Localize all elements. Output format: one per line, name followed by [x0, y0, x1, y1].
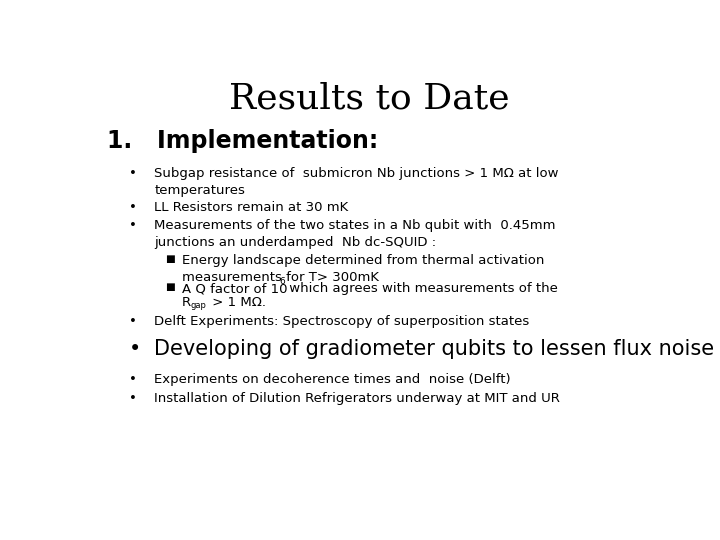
Text: •: •	[129, 373, 137, 386]
Text: •: •	[129, 167, 137, 180]
Text: Results to Date: Results to Date	[229, 82, 509, 116]
Text: which agrees with measurements of the: which agrees with measurements of the	[285, 282, 558, 295]
Text: Subgap resistance of  submicron Nb junctions > 1 MΩ at low
temperatures: Subgap resistance of submicron Nb juncti…	[154, 167, 559, 197]
Text: R: R	[182, 296, 192, 309]
Text: 6: 6	[279, 277, 285, 286]
Text: Experiments on decoherence times and  noise (Delft): Experiments on decoherence times and noi…	[154, 373, 510, 386]
Text: Measurements of the two states in a Nb qubit with  0.45mm
junctions an underdamp: Measurements of the two states in a Nb q…	[154, 219, 556, 248]
Text: LL Resistors remain at 30 mK: LL Resistors remain at 30 mK	[154, 201, 348, 214]
Text: •: •	[129, 315, 137, 328]
Text: •: •	[129, 201, 137, 214]
Text: 1.   Implementation:: 1. Implementation:	[107, 129, 378, 153]
Text: •: •	[129, 219, 137, 232]
Text: Installation of Dilution Refrigerators underway at MIT and UR: Installation of Dilution Refrigerators u…	[154, 392, 560, 405]
Text: Developing of gradiometer qubits to lessen flux noise: Developing of gradiometer qubits to less…	[154, 339, 714, 359]
Text: •: •	[129, 339, 141, 359]
Text: Delft Experiments: Spectroscopy of superposition states: Delft Experiments: Spectroscopy of super…	[154, 315, 529, 328]
Text: ■: ■	[166, 282, 175, 292]
Text: gap: gap	[191, 301, 207, 309]
Text: > 1 MΩ.: > 1 MΩ.	[208, 296, 266, 309]
Text: A Q factor of 10: A Q factor of 10	[182, 282, 287, 295]
Text: •: •	[129, 392, 137, 405]
Text: ■: ■	[166, 254, 175, 264]
Text: Energy landscape determined from thermal activation
measurements for T> 300mK: Energy landscape determined from thermal…	[182, 254, 544, 284]
